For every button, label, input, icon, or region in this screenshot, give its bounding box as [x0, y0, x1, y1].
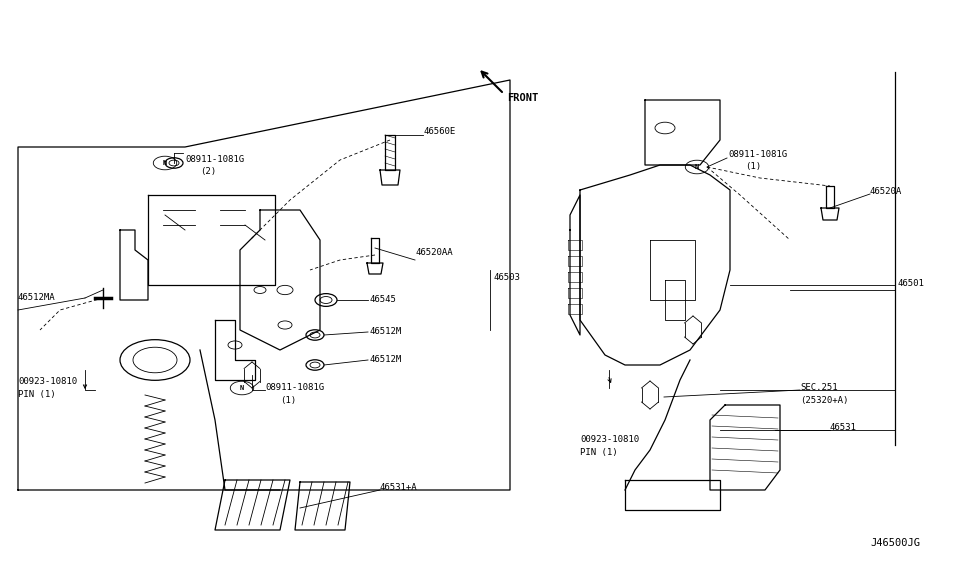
Text: 46501: 46501 [897, 278, 924, 288]
Text: SEC.251: SEC.251 [800, 384, 838, 392]
Text: 46520AA: 46520AA [415, 247, 452, 256]
Text: 46503: 46503 [493, 273, 520, 282]
Text: 46531: 46531 [830, 423, 857, 432]
Text: PIN (1): PIN (1) [580, 448, 617, 457]
Text: 46512M: 46512M [369, 328, 402, 337]
Text: (2): (2) [200, 168, 216, 177]
Text: 08911-1081G: 08911-1081G [265, 384, 324, 392]
Text: 00923-10810: 00923-10810 [580, 435, 640, 444]
Text: 46520A: 46520A [870, 187, 902, 196]
Text: (1): (1) [745, 162, 761, 171]
Text: N: N [695, 164, 699, 170]
Text: 00923-10810: 00923-10810 [18, 378, 77, 387]
Text: 46512MA: 46512MA [18, 294, 56, 302]
Text: 08911-1081G: 08911-1081G [185, 156, 244, 165]
Text: (1): (1) [280, 396, 296, 405]
Text: 46512M: 46512M [369, 355, 402, 365]
Text: 46531+A: 46531+A [380, 483, 417, 492]
Text: N: N [240, 385, 244, 391]
Text: 46560E: 46560E [424, 127, 456, 136]
Text: PIN (1): PIN (1) [18, 389, 56, 398]
Text: J46500JG: J46500JG [870, 538, 920, 548]
Text: FRONT: FRONT [507, 93, 538, 103]
Text: (25320+A): (25320+A) [800, 396, 848, 405]
Text: 08911-1081G: 08911-1081G [728, 151, 787, 160]
Text: 46545: 46545 [369, 295, 396, 305]
Text: N: N [163, 160, 167, 166]
